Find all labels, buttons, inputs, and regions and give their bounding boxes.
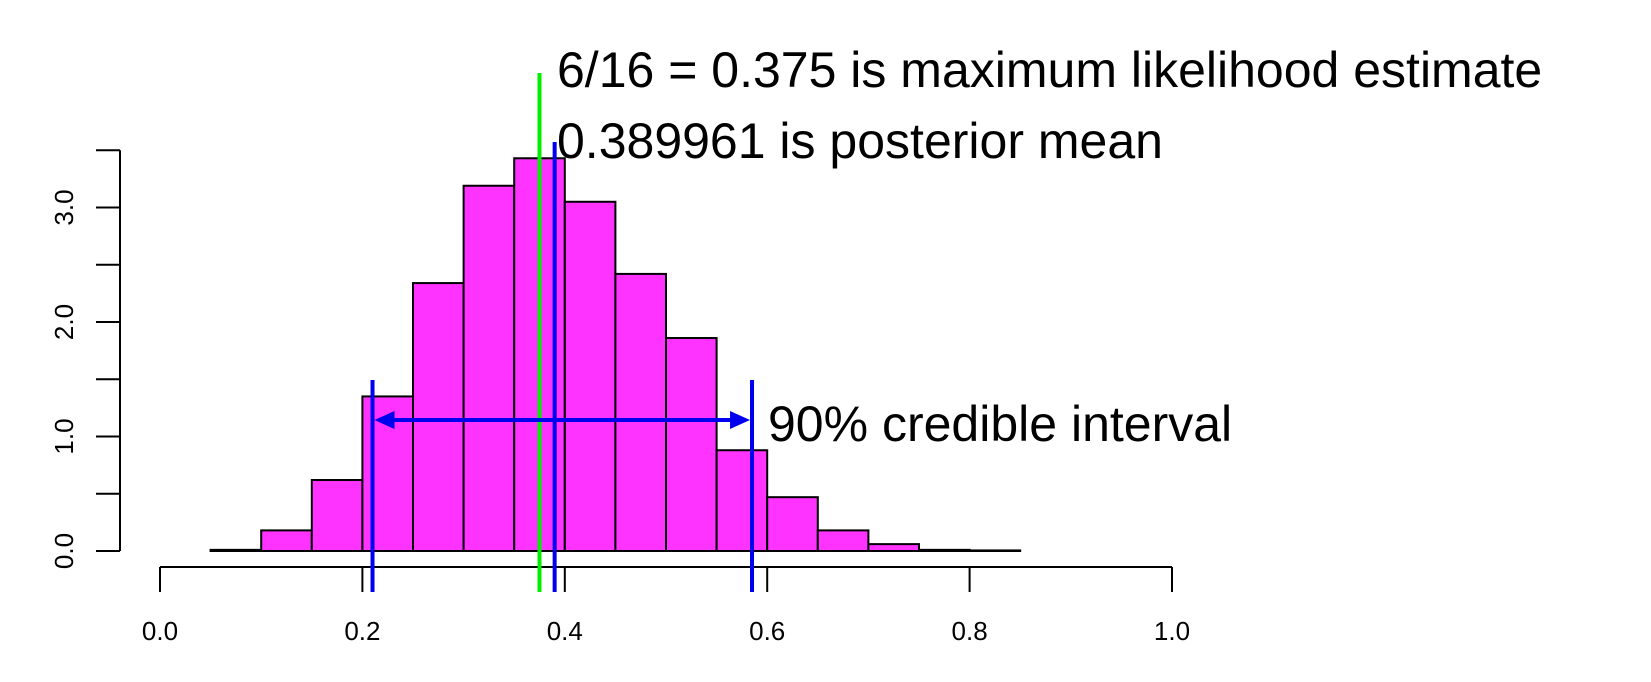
y-tick-label: 0.0 xyxy=(49,533,79,569)
histogram-bar xyxy=(816,529,870,553)
histogram-bar xyxy=(310,479,364,553)
y-tick-label: 2.0 xyxy=(49,304,79,340)
y-axis: 0.0 1.0 2.0 3.0 xyxy=(49,149,121,569)
histogram-bar xyxy=(918,548,971,552)
ci-arrow-head-left xyxy=(374,411,395,430)
histogram-bar xyxy=(968,549,1022,552)
histogram-bar xyxy=(867,543,921,553)
histogram-bar xyxy=(209,548,263,552)
ci-arrow-head-right xyxy=(730,411,751,430)
histogram-bar xyxy=(462,184,516,552)
histogram-bar xyxy=(766,496,819,552)
x-tick-label: 1.0 xyxy=(1154,616,1190,646)
x-tick-label: 0.8 xyxy=(952,616,988,646)
y-tick-label: 1.0 xyxy=(49,418,79,454)
histogram-bar xyxy=(412,282,465,552)
histogram-bar xyxy=(260,529,313,553)
marker-lines xyxy=(370,73,755,592)
x-tick-label: 0.2 xyxy=(344,616,380,646)
mle-annotation: 6/16 = 0.375 is maximum likelihood estim… xyxy=(557,42,1542,98)
x-tick-label: 0.0 xyxy=(142,616,178,646)
posterior-mean-annotation: 0.389961 is posterior mean xyxy=(557,113,1163,169)
credible-interval-annotation: 90% credible interval xyxy=(768,396,1232,452)
histogram-bars xyxy=(209,157,1022,553)
x-tick-label: 0.4 xyxy=(547,616,583,646)
histogram-bar xyxy=(563,200,617,552)
histogram-bar xyxy=(614,272,668,552)
histogram-bar xyxy=(715,449,769,552)
x-tick-label: 0.6 xyxy=(749,616,785,646)
histogram-bar xyxy=(665,337,718,552)
y-tick-label: 3.0 xyxy=(49,189,79,225)
annotations: 6/16 = 0.375 is maximum likelihood estim… xyxy=(557,42,1542,452)
x-axis: 0.0 0.2 0.4 0.6 0.8 1.0 xyxy=(142,566,1190,646)
